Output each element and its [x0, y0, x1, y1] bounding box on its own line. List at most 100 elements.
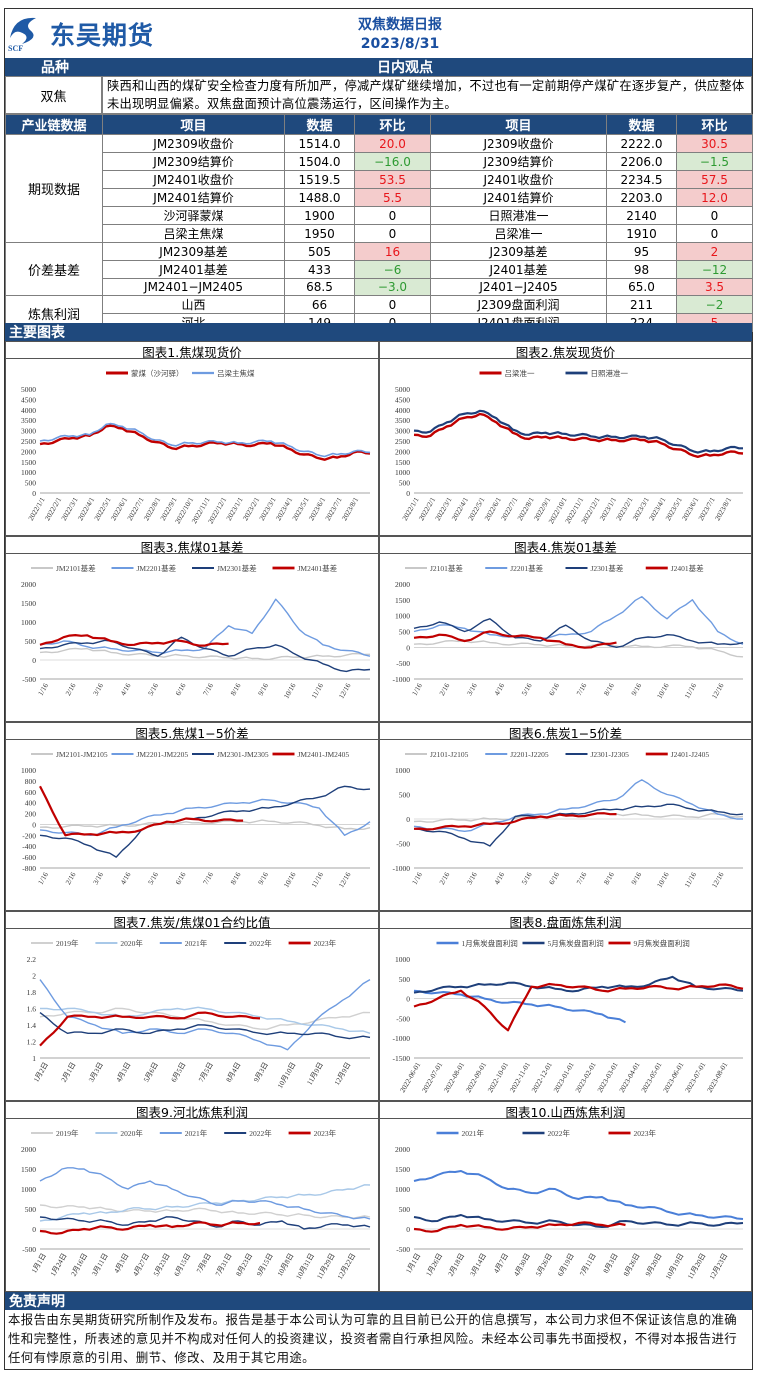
x-tick-label: 9月15日	[255, 1252, 275, 1278]
variety-col-header: 品种	[41, 60, 69, 76]
chart-svg: J2101-J2105 J2201-J2205 J2301-J2305 J2401-J…	[393, 750, 744, 889]
chart-panel: 图表3.焦煤01基差 JM2101基差 JM2201基差 JM2301基差 JM2401…	[5, 536, 379, 722]
legend-label: JM2301-JM2305	[217, 750, 269, 759]
x-tick-label: 7月8日	[195, 1252, 213, 1275]
table-cell: 1900	[284, 206, 355, 225]
series-line	[39, 785, 244, 837]
series-line	[413, 982, 744, 1032]
x-tick-label: 2023-08-01	[706, 1061, 730, 1094]
x-tick-label: 8月23日	[235, 1252, 255, 1278]
table-cell: 53.5	[354, 170, 431, 189]
x-tick-label: 2022-11-01	[508, 1061, 532, 1094]
y-tick-label: 500	[399, 479, 411, 488]
y-tick-label: -500	[22, 1245, 36, 1254]
y-tick-label: -1000	[393, 864, 411, 873]
x-tick-label: 11月29日	[315, 1252, 336, 1281]
table-cell: 1514.0	[284, 134, 355, 153]
y-tick-label: 500	[25, 637, 37, 646]
x-tick-label: 6/16	[174, 682, 188, 697]
x-tick-label: 12月22日	[336, 1252, 357, 1281]
y-tick-label: 0	[32, 820, 36, 829]
y-tick-label: 1000	[21, 1185, 36, 1194]
table-cell: 沙河驿蒙煤	[102, 206, 285, 225]
x-tick-label: 7/16	[202, 871, 216, 886]
y-tick-label: 500	[399, 791, 411, 800]
legend-label: J2201基差	[510, 563, 543, 573]
disclaimer-title: 免责声明	[9, 1294, 65, 1310]
table-header-cell: 产业链数据	[5, 114, 103, 135]
y-tick-label: 200	[25, 810, 37, 819]
chart-title: 图表1.焦煤现货价	[6, 342, 378, 360]
series-line	[413, 409, 743, 454]
table-cell: −16.0	[354, 152, 431, 171]
x-tick-label: 8/16	[603, 682, 617, 697]
series-line	[413, 630, 617, 649]
table-cell: JM2309收盘价	[102, 134, 285, 153]
table-cell: JM2401−JM2405	[102, 277, 285, 297]
y-tick-label: -800	[22, 864, 36, 873]
y-tick-label: 500	[399, 1205, 411, 1214]
table-cell: −1.5	[676, 152, 753, 171]
chart-svg: J2101基差 J2201基差 J2301基差 J2401基差 -1000 -500 0 50…	[393, 563, 744, 700]
table-cell: 2222.0	[606, 134, 677, 153]
chart-panel: 图表1.焦煤现货价蒙煤（沙河驿） 吕梁主焦煤 0 500 1000 1500 2000 250…	[5, 341, 379, 536]
x-tick-label: 1/16	[411, 682, 425, 697]
y-tick-label: 0	[406, 995, 410, 1004]
table-cell: 0	[354, 224, 431, 243]
y-tick-label: 2000	[21, 447, 36, 456]
chart-title: 图表4.焦炭01基差	[380, 537, 751, 555]
y-tick-label: 1500	[395, 596, 410, 605]
series-line	[39, 1221, 261, 1235]
x-tick-label: 4月30日	[512, 1252, 532, 1278]
series-line	[413, 975, 744, 994]
series-line	[413, 1221, 626, 1233]
view-header: 品种 日内观点	[5, 58, 752, 76]
table-cell: 65.0	[606, 277, 677, 297]
x-tick-label: 1月26日	[425, 1252, 445, 1278]
x-tick-label: 2022-12-01	[530, 1061, 554, 1094]
x-tick-label: 7月11日	[578, 1252, 597, 1278]
table-header-cell: 项目	[430, 114, 607, 135]
table-cell: J2309盘面利润	[430, 295, 607, 315]
table-cell: 0	[676, 224, 753, 243]
legend-label: J2301基差	[591, 563, 624, 573]
y-tick-label: 2000	[21, 1145, 36, 1154]
y-tick-label: -400	[22, 842, 36, 851]
legend-label: J2201-J2205	[510, 750, 549, 759]
logo-mark: SCF	[8, 44, 23, 52]
table-row: JM2401收盘价 1519.5 53.5 J2401收盘价 2234.5 57.5	[6, 170, 753, 189]
x-tick-label: 6/16	[548, 682, 562, 697]
series-line	[39, 598, 371, 657]
series-line	[39, 819, 371, 831]
x-tick-label: 2月18日	[447, 1252, 467, 1278]
series-line	[39, 1012, 371, 1040]
x-tick-label: 8/16	[229, 682, 243, 697]
table-cell: 5.5	[354, 188, 431, 207]
chart-panel: 图表5.焦煤1−5价差 JM2101-JM2105 JM2201-JM2205 JM2…	[5, 722, 379, 911]
y-tick-label: -500	[396, 659, 410, 668]
x-tick-label: 2023/8/1	[340, 496, 360, 522]
x-tick-label: 2月16日	[70, 1252, 90, 1278]
series-line	[40, 1006, 371, 1034]
x-tick-label: 3月11日	[90, 1252, 109, 1278]
y-tick-label: 2000	[21, 580, 36, 589]
x-tick-label: 2月1日	[60, 1061, 78, 1084]
x-tick-label: 10月31日	[295, 1252, 316, 1281]
y-tick-label: 1.6	[27, 1005, 37, 1014]
legend-label: 2019年	[56, 1128, 79, 1138]
table-cell: JM2309基差	[102, 242, 285, 261]
x-tick-label: 10/16	[282, 871, 297, 890]
x-tick-label: 11/16	[310, 682, 325, 700]
x-tick-label: 3月3日	[87, 1061, 105, 1084]
y-tick-label: -200	[22, 831, 36, 840]
table-cell: 日照港准一	[430, 206, 607, 225]
table-cell: 3.5	[676, 277, 753, 297]
table-row: 沙河驿蒙煤 1900 0 日照港准一 2140 0	[6, 206, 753, 225]
series-line	[39, 1011, 261, 1047]
x-tick-label: 6月15日	[173, 1252, 193, 1278]
x-tick-label: 2/16	[438, 871, 452, 886]
legend-label: 2021年	[185, 1128, 208, 1138]
x-tick-label: 6月19日	[556, 1252, 576, 1278]
